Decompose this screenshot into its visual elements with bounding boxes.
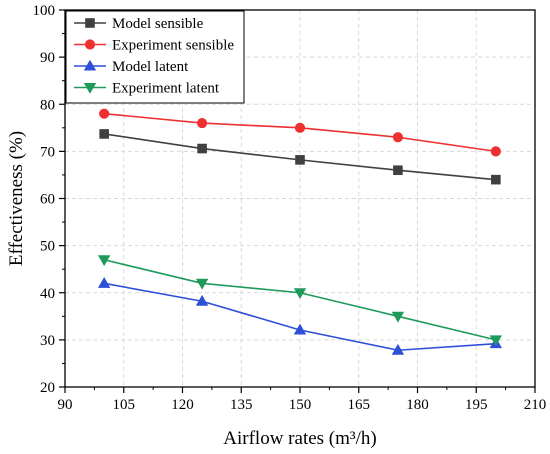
- legend-marker: [83, 82, 97, 94]
- y-tick-label: 40: [40, 286, 55, 302]
- data-point: [295, 155, 305, 165]
- legend-marker: [84, 39, 96, 50]
- legend-label: Experiment sensible: [112, 38, 234, 54]
- y-tick-label: 70: [40, 144, 55, 160]
- axis-ticks: 90 105 120 135 150 165 180 195 210 20 30 40 50 60 70 80…: [33, 3, 547, 413]
- legend-marker: [85, 18, 95, 28]
- x-tick-label: 90: [58, 397, 73, 413]
- x-axis-title: Airflow rates (m³/h): [223, 428, 376, 449]
- x-tick-label: 195: [465, 397, 488, 413]
- data-point: [97, 255, 111, 267]
- data-point: [195, 278, 209, 290]
- x-tick-label: 105: [113, 397, 136, 413]
- legend-item: Model sensible: [74, 16, 204, 32]
- x-tick-label: 135: [230, 397, 253, 413]
- y-tick-label: 90: [40, 50, 55, 66]
- data-point: [391, 311, 405, 323]
- data-point: [294, 122, 306, 133]
- legend-item: Experiment latent: [74, 81, 220, 97]
- series-1: [99, 108, 501, 157]
- series-3: [97, 255, 503, 347]
- data-point: [490, 146, 501, 157]
- y-tick-label: 30: [40, 333, 55, 349]
- y-tick-label: 20: [40, 380, 55, 396]
- series-layer: [97, 108, 503, 355]
- data-point: [489, 335, 503, 347]
- data-point: [197, 143, 207, 154]
- x-tick-label: 120: [171, 397, 194, 413]
- y-tick-label: 50: [40, 239, 55, 255]
- y-tick-label: 100: [33, 3, 56, 19]
- x-tick-label: 165: [348, 397, 371, 413]
- data-point: [393, 165, 403, 176]
- legend: Model sensible Experiment sensible Model l…: [65, 10, 245, 104]
- y-tick-label: 80: [40, 97, 55, 113]
- legend-item: Model latent: [74, 59, 189, 75]
- data-point: [293, 323, 307, 335]
- y-axis-title: Effectiveness (%): [6, 131, 27, 266]
- x-tick-label: 210: [524, 397, 547, 413]
- data-point: [97, 277, 111, 288]
- legend-item: Experiment sensible: [74, 38, 234, 54]
- series-2: [97, 277, 503, 355]
- series-0: [99, 129, 501, 185]
- x-tick-label: 150: [289, 397, 312, 413]
- data-point: [391, 343, 405, 355]
- data-point: [99, 108, 110, 119]
- legend-label: Experiment latent: [112, 81, 220, 97]
- data-point: [197, 118, 208, 129]
- data-point: [99, 129, 109, 139]
- x-tick-label: 180: [406, 397, 429, 413]
- data-point: [293, 288, 307, 300]
- legend-marker: [83, 59, 97, 71]
- data-point: [491, 174, 501, 185]
- data-point: [195, 294, 209, 306]
- legend-label: Model latent: [112, 59, 189, 75]
- legend-label: Model sensible: [112, 16, 204, 32]
- y-tick-label: 60: [40, 192, 55, 208]
- data-point: [392, 132, 403, 143]
